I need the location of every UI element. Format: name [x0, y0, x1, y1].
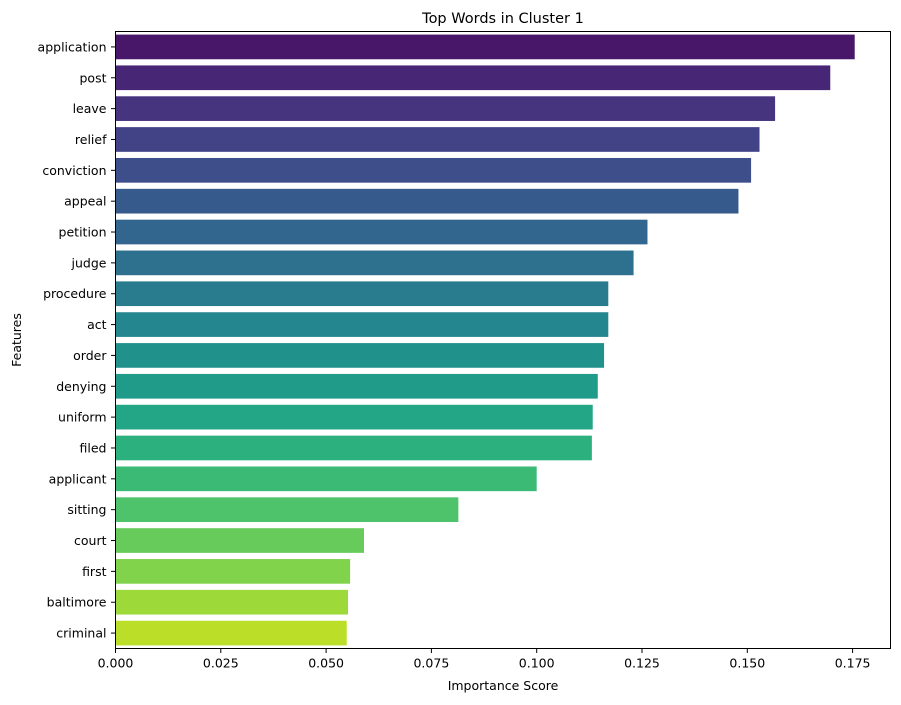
x-tick-label: 0.150	[729, 656, 765, 671]
bar-relief	[115, 127, 760, 152]
bar-appeal	[115, 188, 739, 214]
y-axis-label: Features	[9, 313, 24, 367]
y-tick-label: baltimore	[47, 595, 107, 610]
bar-baltimore	[115, 589, 348, 615]
y-tick-label: denying	[56, 379, 106, 394]
x-tick-label: 0.075	[413, 656, 449, 671]
x-tick-label: 0.050	[308, 656, 344, 671]
bar-petition	[115, 219, 648, 245]
y-tick-label: order	[73, 348, 107, 363]
y-tick-label: applicant	[49, 471, 107, 486]
bar-judge	[115, 250, 634, 276]
x-tick-label: 0.025	[203, 656, 239, 671]
y-tick-label: leave	[73, 101, 107, 116]
y-tick-label: judge	[71, 255, 107, 270]
bar-filed	[115, 435, 592, 461]
y-tick-label: uniform	[58, 410, 106, 425]
y-tick-label: sitting	[67, 502, 106, 517]
y-tick-label: relief	[75, 132, 107, 147]
chart-title: Top Words in Cluster 1	[421, 11, 584, 27]
bar-applicant	[115, 466, 537, 492]
bar-court	[115, 528, 365, 553]
x-axis-label: Importance Score	[448, 678, 559, 693]
x-tick-label: 0.100	[519, 656, 555, 671]
y-tick-label: court	[74, 533, 107, 548]
y-tick-label: first	[82, 564, 107, 579]
bar-criminal	[115, 620, 347, 646]
y-tick-label: appeal	[64, 194, 106, 209]
y-tick-label: conviction	[42, 163, 106, 178]
y-tick-label: filed	[80, 440, 107, 455]
x-axis-ticks: 0.000 0.025 0.050 0.075 0.100 0.125 0.150 0.175	[98, 648, 871, 671]
bar-leave	[115, 96, 776, 121]
bar-post	[115, 65, 831, 91]
bar-act	[115, 312, 609, 337]
y-tick-label: petition	[59, 225, 107, 240]
bar-denying	[115, 373, 598, 399]
y-tick-label: criminal	[56, 626, 106, 641]
y-tick-label: procedure	[43, 286, 107, 301]
plot-frame	[115, 31, 891, 649]
bar-sitting	[115, 497, 459, 523]
bar-procedure	[115, 281, 609, 307]
y-axis-ticks: application post leave relief conviction appe…	[38, 39, 116, 641]
y-tick-label: act	[87, 317, 107, 332]
bar-first	[115, 559, 351, 584]
bar-uniform	[115, 404, 593, 430]
bar-conviction	[115, 157, 752, 183]
bar-application	[115, 34, 855, 60]
y-tick-label: post	[80, 70, 107, 85]
bars-group	[115, 34, 855, 646]
x-tick-label: 0.175	[835, 656, 871, 671]
bar-order	[115, 343, 605, 368]
x-tick-label: 0.000	[98, 656, 134, 671]
y-tick-label: application	[38, 39, 107, 54]
x-tick-label: 0.125	[624, 656, 660, 671]
